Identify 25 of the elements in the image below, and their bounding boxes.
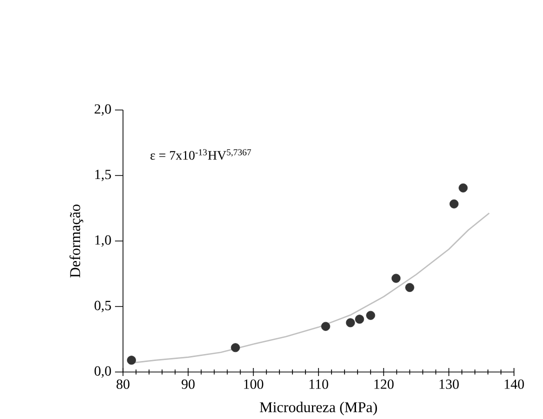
point: [450, 200, 459, 209]
point: [392, 274, 401, 284]
point: [346, 318, 355, 328]
x-tick-label: 110: [310, 380, 328, 390]
x-tick-label: 80: [116, 380, 130, 390]
x-tick-label: 90: [182, 380, 195, 390]
point: [355, 314, 364, 324]
point: [230, 343, 240, 352]
x-tick-label: 120: [374, 380, 394, 390]
y-tick-label: 2,0: [94, 104, 111, 116]
point: [458, 184, 468, 193]
point: [126, 356, 136, 365]
point: [405, 283, 414, 292]
annotation: ε = 7x10$^{-13}$HV$^{5,7367}$: [150, 149, 252, 160]
x-tick-label: 140: [504, 380, 524, 390]
point: [366, 311, 376, 320]
x-axis-title: Microdureza (MPa): [260, 402, 377, 416]
y-tick-label: 1,0: [95, 235, 111, 247]
y-tick-label: 0,5: [94, 300, 111, 312]
y-axis-title: Deformação: [70, 204, 84, 278]
y-tick-label: 1,5: [95, 170, 111, 182]
point: [321, 322, 330, 332]
y-tick-label: 0,0: [94, 366, 111, 378]
x-tick-label: 100: [244, 380, 264, 390]
x-tick-label: 130: [440, 380, 459, 390]
